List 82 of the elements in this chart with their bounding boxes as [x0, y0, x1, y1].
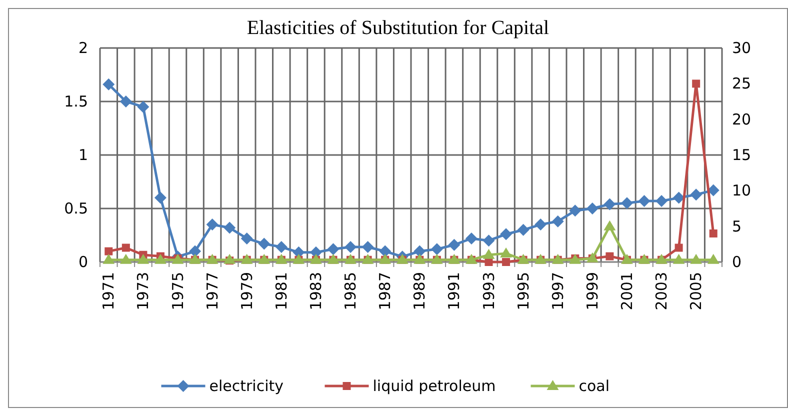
chart-title: Elasticities of Substitution for Capital [246, 17, 550, 39]
legend-label: liquid petroleum [372, 377, 496, 395]
legend-label: coal [578, 377, 610, 395]
point [500, 228, 512, 240]
point [692, 80, 700, 88]
point [482, 248, 495, 259]
point [502, 258, 510, 266]
point [709, 229, 718, 238]
x-tick-label: 1993 [480, 272, 498, 310]
x-tick-label: 1977 [203, 272, 222, 310]
y2-tick-label: 0 [732, 253, 742, 271]
point [224, 254, 236, 264]
y-tick-label: 1.5 [64, 92, 88, 110]
y-tick-label: 1 [78, 146, 88, 164]
point [362, 241, 374, 254]
point [552, 215, 564, 228]
point [137, 254, 150, 264]
y-tick-label: 2 [78, 39, 88, 57]
point [707, 254, 720, 264]
point [122, 244, 130, 252]
point [206, 218, 218, 231]
point [690, 254, 702, 264]
x-tick-label: 1989 [410, 272, 429, 310]
point [154, 192, 166, 204]
point [258, 238, 270, 250]
point [379, 245, 392, 258]
point [638, 195, 650, 208]
point [690, 188, 702, 201]
point [606, 252, 614, 260]
point [414, 245, 426, 258]
y2-tick-label: 15 [732, 146, 752, 164]
point [604, 198, 616, 210]
x-tick-label: 1975 [168, 272, 187, 310]
point [102, 254, 115, 264]
point [224, 222, 236, 234]
point [275, 241, 288, 254]
point [104, 247, 113, 256]
point [465, 232, 478, 244]
x-tick-label: 2005 [687, 272, 706, 310]
legend-label: electricity [209, 377, 284, 395]
x-tick-label: 1979 [238, 272, 256, 310]
point [517, 224, 530, 236]
point [674, 244, 683, 252]
point [344, 241, 357, 254]
x-tick-label: 1985 [342, 272, 360, 310]
point [137, 100, 150, 113]
x-tick-label: 2001 [618, 272, 636, 310]
point [154, 254, 166, 264]
point [240, 232, 253, 244]
x-tick-label: 1995 [514, 272, 532, 310]
point [586, 202, 598, 214]
point [120, 254, 132, 264]
point [672, 254, 685, 264]
y2-tick-label: 20 [732, 110, 752, 128]
x-tick-label: 1971 [100, 272, 118, 310]
point [102, 78, 115, 90]
x-tick-label: 1981 [272, 272, 290, 310]
point [327, 243, 340, 256]
x-tick-label: 1987 [376, 272, 394, 310]
x-tick-label: 1999 [583, 272, 602, 310]
x-tick-label: 1991 [445, 272, 464, 310]
x-tick-label: 1983 [306, 272, 325, 310]
point [482, 234, 495, 247]
y-tick-label: 0.5 [64, 200, 88, 218]
point [448, 238, 460, 251]
point [534, 218, 547, 231]
point [620, 197, 633, 210]
y2-tick-label: 10 [732, 182, 752, 200]
point [120, 96, 132, 108]
point [604, 220, 616, 230]
x-tick-label: 2003 [652, 272, 671, 310]
y-tick-label: 0 [78, 253, 88, 271]
point [500, 247, 512, 258]
point [656, 195, 668, 208]
point [430, 243, 443, 256]
y2-tick-label: 5 [732, 217, 742, 236]
point [189, 245, 202, 258]
y2-tick-label: 30 [732, 39, 752, 57]
point [569, 204, 582, 217]
y2-tick-label: 25 [732, 74, 752, 93]
x-tick-label: 1997 [548, 272, 567, 310]
x-tick-label: 1973 [134, 272, 152, 310]
